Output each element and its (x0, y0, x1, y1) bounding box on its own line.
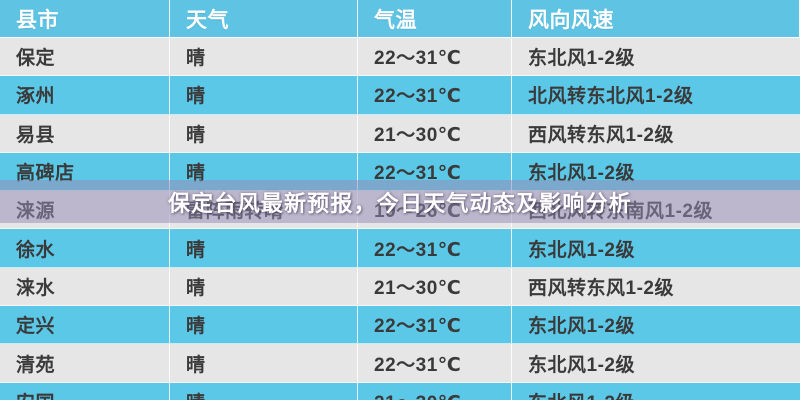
table-row[interactable]: 安国 晴 21～30℃ 东北风1-2级 (0, 382, 800, 400)
cell-city: 清苑 (0, 344, 170, 382)
cell-temp: 22～31℃ (358, 344, 512, 382)
cell-temp: 22～31℃ (358, 76, 512, 114)
table-row[interactable]: 定兴 晴 22～31℃ 东北风1-2级 (0, 306, 800, 345)
cell-city: 涞源 (0, 191, 170, 229)
table-header-row: 县市 天气 气温 风向风速 (0, 0, 800, 38)
table-row[interactable]: 涞源 雷阵雨转晴 19～26℃ 西北风转东南风1-2级 (0, 191, 800, 230)
cell-city: 安国 (0, 382, 170, 400)
cell-wind: 西风转东风1-2级 (528, 277, 674, 299)
cell-weather: 晴 (170, 229, 358, 267)
cell-wind: 东北风1-2级 (528, 48, 635, 70)
table-row[interactable]: 清苑 晴 22～31℃ 东北风1-2级 (0, 344, 800, 383)
table-row[interactable]: 涞水 晴 21～30℃ 西风转东风1-2级 (0, 267, 800, 307)
cell-weather: 晴 (170, 38, 358, 76)
cell-temp: 21～30℃ (358, 382, 512, 400)
cell-temp: 22～31℃ (358, 152, 512, 191)
cell-city: 定兴 (0, 306, 170, 344)
column-header-city: 县市 (0, 0, 170, 37)
cell-city: 易县 (0, 114, 170, 152)
cell-city: 涞水 (0, 267, 170, 306)
column-header-weather: 天气 (170, 0, 358, 37)
cell-weather: 晴 (170, 344, 358, 382)
cell-wind: 东北风1-2级 (528, 316, 635, 338)
cell-weather: 晴 (170, 267, 358, 306)
cell-weather: 晴 (170, 382, 358, 400)
cell-wind: 东北风1-2级 (528, 354, 635, 376)
table-row[interactable]: 保定 晴 22～31℃ 东北风1-2级 (0, 38, 800, 77)
cell-wind: 北风转东北风1-2级 (528, 86, 694, 108)
cell-weather: 晴 (170, 152, 358, 191)
cell-wind: 东北风1-2级 (528, 163, 635, 185)
cell-weather: 雷阵雨转晴 (170, 191, 358, 229)
cell-weather: 晴 (170, 76, 358, 114)
cell-weather: 晴 (170, 114, 358, 152)
table-row[interactable]: 易县 晴 21～30℃ 西风转东风1-2级 (0, 114, 800, 153)
cell-temp: 21～30℃ (358, 267, 512, 306)
cell-weather: 晴 (170, 306, 358, 344)
cell-city: 徐水 (0, 229, 170, 267)
cell-temp: 22～31℃ (358, 229, 512, 267)
cell-wind: 西北风转东南风1-2级 (528, 201, 713, 223)
cell-wind: 东北风1-2级 (512, 383, 800, 400)
table-row[interactable]: 徐水 晴 22～31℃ 东北风1-2级 (0, 229, 800, 268)
cell-temp: 22～31℃ (358, 306, 512, 344)
column-header-wind: 风向风速 (512, 0, 800, 37)
cell-temp: 19～26℃ (358, 191, 512, 229)
cell-wind: 东北风1-2级 (528, 239, 635, 261)
column-header-temp: 气温 (358, 0, 512, 37)
table-row[interactable]: 高碑店 晴 22～31℃ 东北风1-2级 (0, 152, 800, 192)
cell-city: 涿州 (0, 76, 170, 114)
cell-temp: 21～30℃ (358, 114, 512, 152)
table-row[interactable]: 涿州 晴 22～31℃ 北风转东北风1-2级 (0, 76, 800, 115)
cell-wind: 西风转东风1-2级 (528, 124, 674, 146)
cell-city: 高碑店 (0, 152, 170, 191)
cell-city: 保定 (0, 38, 170, 76)
cell-temp: 22～31℃ (358, 38, 512, 76)
